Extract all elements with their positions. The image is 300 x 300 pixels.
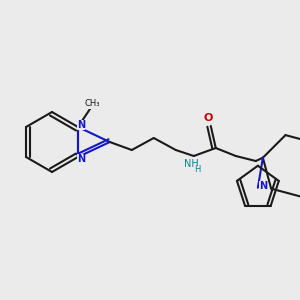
Text: NH: NH: [184, 159, 199, 169]
Text: N: N: [77, 120, 85, 130]
Text: CH₃: CH₃: [84, 100, 100, 109]
Text: N: N: [259, 181, 267, 191]
Text: O: O: [203, 113, 212, 123]
Text: H: H: [195, 166, 201, 175]
Text: N: N: [77, 154, 85, 164]
